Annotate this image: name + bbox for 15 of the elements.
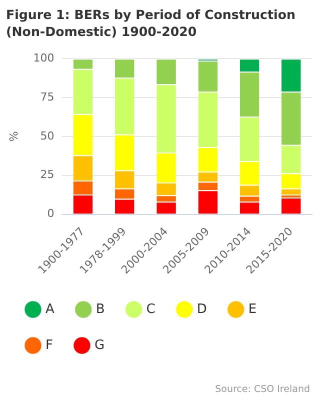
legend-label: C [146, 302, 156, 317]
y-tick-label: 0 [47, 207, 54, 220]
y-tick-label: 100 [33, 51, 54, 64]
legend-label: G [94, 338, 105, 353]
y-tick-label: 50 [40, 129, 54, 142]
y-tick-label: 75 [40, 90, 54, 104]
chart-title: Figure 1: BERs by Period of Construction (Non-Domestic) 1900-2020 [6, 6, 296, 40]
legend-label: B [96, 302, 105, 317]
y-axis-title: % [7, 131, 20, 142]
legend-label: E [248, 302, 257, 317]
legend-label: F [46, 338, 53, 353]
y-tick-label: 25 [40, 168, 54, 182]
legend-label: A [46, 302, 54, 317]
source-note: Source: CSO Ireland [215, 384, 310, 395]
legend-label: D [196, 302, 207, 317]
